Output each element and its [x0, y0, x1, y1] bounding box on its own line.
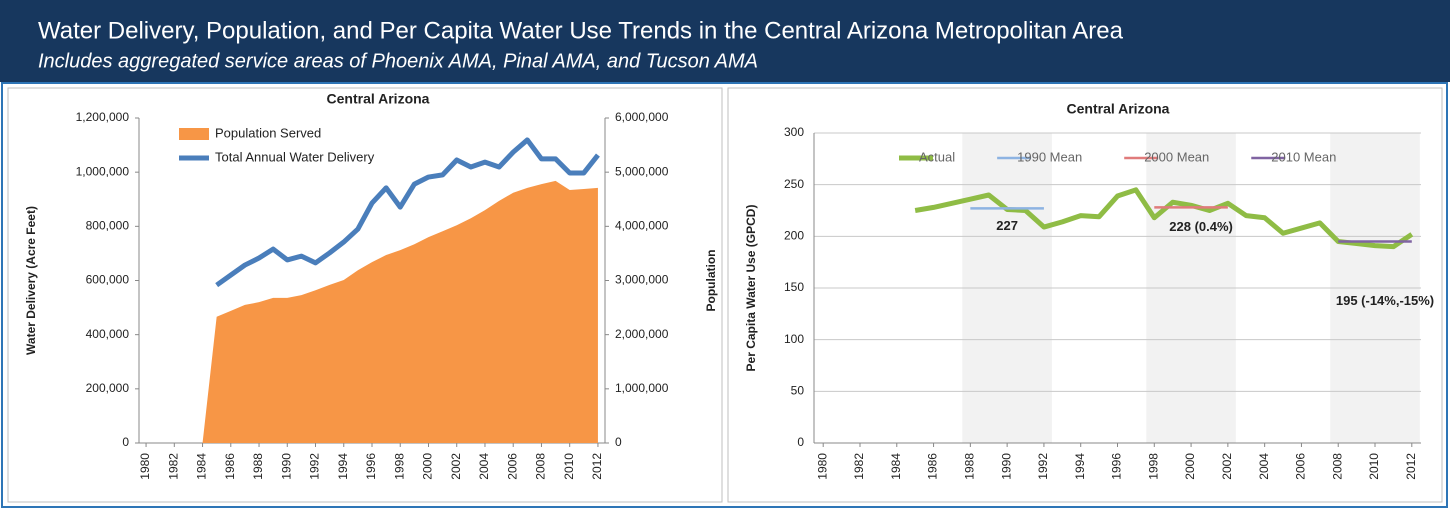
y-tick-label: 100	[784, 332, 804, 346]
x-tick-label: 2004	[477, 453, 491, 480]
y-tick-label: 0	[122, 435, 129, 449]
y-tick-label: 150	[784, 280, 804, 294]
x-tick-label: 2006	[505, 453, 519, 480]
annotation: 228 (0.4%)	[1169, 219, 1233, 234]
x-tick-label: 1992	[1036, 453, 1050, 480]
right-panel	[727, 87, 1443, 503]
y-tick-label: 200,000	[86, 381, 130, 395]
x-tick-label: 1984	[195, 453, 209, 480]
legend-label: 2010 Mean	[1271, 149, 1336, 164]
x-tick-label: 2002	[1220, 453, 1234, 480]
annotation: 227	[996, 218, 1018, 233]
x-tick-label: 1984	[889, 453, 903, 480]
x-tick-label: 1990	[999, 453, 1013, 480]
x-tick-label: 1990	[279, 453, 293, 480]
legend-label: Population Served	[215, 125, 321, 140]
y2-tick-label: 1,000,000	[615, 381, 669, 395]
x-tick-label: 2002	[449, 453, 463, 480]
legend-swatch	[179, 128, 209, 140]
frame	[1, 82, 1448, 508]
y-tick-label: 50	[791, 384, 805, 398]
x-tick-label: 1986	[926, 453, 940, 480]
y2-tick-label: 5,000,000	[615, 164, 669, 178]
chart-title: Central Arizona	[1067, 101, 1170, 117]
annotation: 195 (-14%,-15%)	[1336, 293, 1434, 308]
x-tick-label: 1988	[963, 453, 977, 480]
header-band	[0, 0, 1450, 82]
x-tick-label: 2012	[590, 453, 604, 480]
area	[146, 180, 598, 444]
x-tick-label: 1996	[364, 453, 378, 480]
y-tick-label: 1,000,000	[76, 164, 130, 178]
x-tick-label: 1998	[1146, 453, 1160, 480]
line	[914, 187, 1414, 250]
y2-tick-label: 2,000,000	[615, 327, 669, 341]
legend-label: 2000 Mean	[1144, 149, 1209, 164]
x-tick-label: 2010	[1367, 453, 1381, 480]
y-tick-label: 400,000	[86, 327, 130, 341]
x-tick-label: 1986	[223, 453, 237, 480]
x-tick-label: 2000	[421, 453, 435, 480]
y-tick-label: 300	[784, 125, 804, 139]
legend-label: 1990 Mean	[1017, 149, 1082, 164]
legend-label: Actual	[919, 149, 955, 164]
x-tick-label: 1988	[251, 453, 265, 480]
y2-tick-label: 3,000,000	[615, 273, 669, 287]
chart-title: Central Arizona	[327, 91, 430, 107]
line	[215, 137, 600, 288]
y-tick-label: 600,000	[86, 273, 130, 287]
x-tick-label: 2010	[562, 453, 576, 480]
x-tick-label: 1980	[138, 453, 152, 480]
y-tick-label: 1,200,000	[76, 110, 130, 124]
y2-tick-label: 4,000,000	[615, 219, 669, 233]
x-tick-label: 1994	[1073, 453, 1087, 480]
y2-tick-label: 6,000,000	[615, 110, 669, 124]
y-tick-label: 200	[784, 229, 804, 243]
y2-tick-label: 0	[615, 435, 622, 449]
x-tick-label: 1982	[852, 453, 866, 480]
header-subtitle: Includes aggregated service areas of Pho…	[38, 50, 758, 72]
x-tick-label: 1998	[392, 453, 406, 480]
y-axis-title: Per Capita Water Use (GPCD)	[744, 205, 758, 372]
x-tick-label: 2004	[1257, 453, 1271, 480]
x-tick-label: 1994	[336, 453, 350, 480]
y-tick-label: 250	[784, 177, 804, 191]
x-tick-label: 2008	[534, 453, 548, 480]
y-tick-label: 800,000	[86, 219, 130, 233]
y2-axis-title: Population	[704, 250, 718, 312]
x-tick-label: 2006	[1294, 453, 1308, 480]
header-title: Water Delivery, Population, and Per Capi…	[38, 17, 1124, 44]
x-tick-label: 2008	[1330, 453, 1344, 480]
x-tick-label: 2000	[1183, 453, 1197, 480]
x-tick-label: 1982	[166, 453, 180, 480]
x-tick-label: 2012	[1404, 453, 1418, 480]
x-tick-label: 1992	[308, 453, 322, 480]
legend-label: Total Annual Water Delivery	[215, 149, 375, 164]
x-tick-label: 1996	[1110, 453, 1124, 480]
y-tick-label: 0	[797, 435, 804, 449]
x-tick-label: 1980	[815, 453, 829, 480]
y-axis-title: Water Delivery (Acre Feet)	[24, 206, 38, 355]
